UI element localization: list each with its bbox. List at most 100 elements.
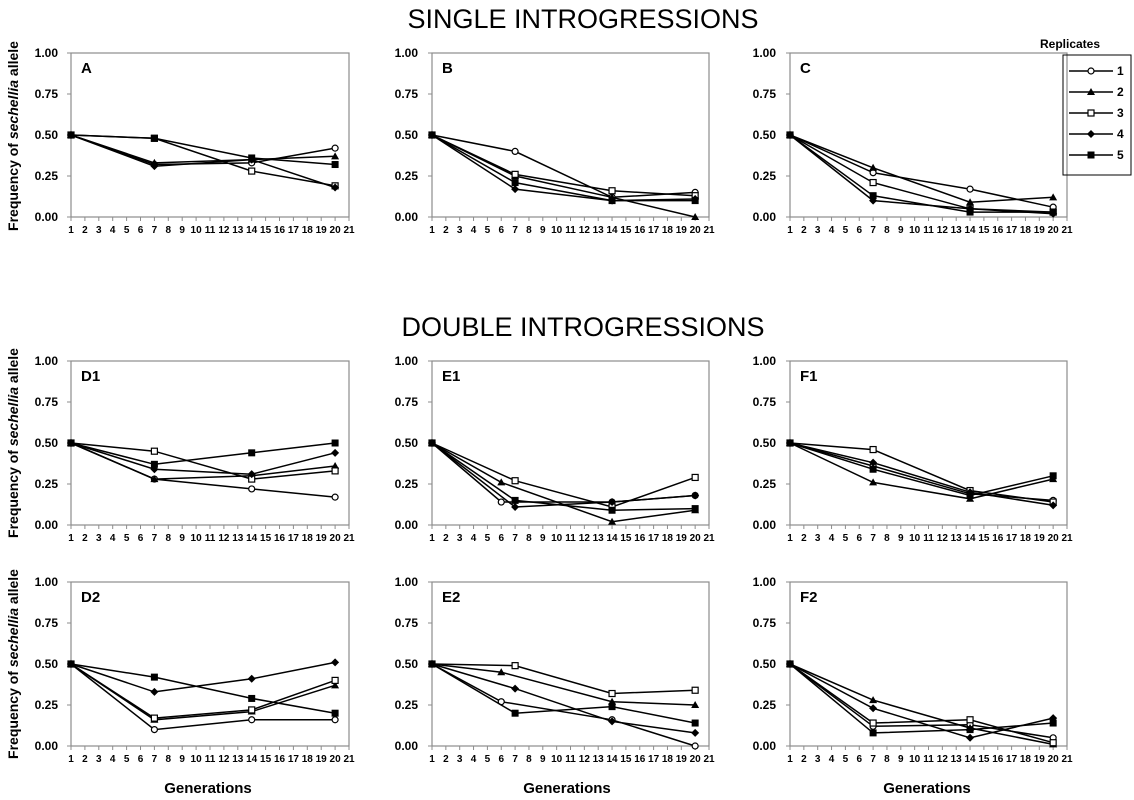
- x-tick-label-e1-19: 20: [690, 533, 702, 544]
- series-line-f2-4: [789, 663, 1054, 739]
- x-tick-label-f1-4: 5: [843, 533, 849, 544]
- x-tick-label-b-14: 15: [620, 225, 632, 236]
- x-tick-label-e2-13: 14: [606, 754, 618, 765]
- point-d2-s3-2: [248, 706, 256, 714]
- x-tick-label-f1-12: 13: [951, 533, 963, 544]
- x-tick-label-d1-10: 11: [205, 533, 216, 544]
- x-tick-label-e2-20: 21: [703, 754, 715, 765]
- y-tick-label-e2-4: 1.00: [395, 575, 419, 589]
- series-line-c-3: [789, 134, 1054, 213]
- point-d1-s4-3: [331, 448, 340, 457]
- y-tick-label-e2-3: 0.75: [395, 616, 419, 630]
- series-line-f2-5: [789, 663, 1054, 734]
- x-tick-label-f2-6: 7: [870, 754, 876, 765]
- series-e2-3: [428, 660, 699, 698]
- panel-c: C0.000.250.500.751.001 2 3 4 5 6 7 8 9 10 11 12 13 14…: [753, 46, 1073, 236]
- x-tick-label-d2-7: 8: [166, 754, 172, 765]
- point-f2-s5-3: [1049, 719, 1057, 727]
- x-tick-label-e2-18: 19: [676, 754, 688, 765]
- x-tick-label-d1-8: 9: [179, 533, 185, 544]
- point-a-s1-3: [331, 144, 339, 152]
- x-tick-label-c-8: 9: [898, 225, 904, 236]
- point-d2-s3-1: [150, 714, 158, 722]
- x-tick-label-a-13: 14: [246, 225, 258, 236]
- x-tick-label-e1-18: 19: [676, 533, 688, 544]
- x-tick-label-f1-18: 19: [1034, 533, 1046, 544]
- point-e1-s4-3: [691, 491, 700, 500]
- series-line-b-1: [431, 134, 696, 199]
- x-tick-label-a-6: 7: [152, 225, 158, 236]
- series-line-e1-3: [431, 442, 696, 508]
- point-c-s2-1: [869, 163, 878, 171]
- x-tick-label-d2-19: 20: [330, 754, 342, 765]
- y-tick-label-d1-0: 0.00: [35, 518, 59, 532]
- y-tick-label-f1-0: 0.00: [753, 518, 777, 532]
- y-tick-label-d1-3: 0.75: [35, 395, 59, 409]
- x-tick-label-a-19: 20: [330, 225, 342, 236]
- legend-label-5: 5: [1117, 148, 1124, 162]
- x-tick-label-e1-4: 5: [485, 533, 491, 544]
- y-axis-title-row2: Frequency of sechellia allele: [5, 348, 21, 538]
- x-tick-label-e2-10: 11: [565, 754, 576, 765]
- point-a-s5-0: [67, 131, 75, 139]
- x-tick-label-b-16: 17: [648, 225, 660, 236]
- series-line-d1-5: [70, 442, 336, 466]
- x-tick-label-d1-4: 5: [124, 533, 130, 544]
- x-tick-label-d1-14: 15: [260, 533, 272, 544]
- point-f2-s4-1: [869, 704, 878, 713]
- series-f1-4: [786, 439, 1058, 510]
- x-tick-label-d2-11: 12: [218, 754, 230, 765]
- point-e2-s5-0: [428, 660, 436, 668]
- legend-label-2: 2: [1117, 85, 1124, 99]
- x-tick-label-c-9: 10: [909, 225, 921, 236]
- x-tick-label-c-3: 4: [829, 225, 835, 236]
- point-a-s4-1: [150, 162, 159, 171]
- x-tick-label-e1-3: 4: [471, 533, 477, 544]
- y-axis-title-row3-part2: sechellia: [5, 608, 21, 667]
- point-d2-s4-1: [150, 687, 159, 696]
- x-tick-label-f2-5: 6: [856, 754, 862, 765]
- x-tick-label-b-18: 19: [676, 225, 688, 236]
- y-tick-label-b-0: 0.00: [395, 210, 419, 224]
- x-tick-label-d2-18: 19: [316, 754, 328, 765]
- y-tick-label-d1-4: 1.00: [35, 354, 59, 368]
- x-tick-label-f2-3: 4: [829, 754, 835, 765]
- point-e1-s4-2: [608, 498, 617, 507]
- x-tick-label-e1-6: 7: [512, 533, 518, 544]
- legend-marker-5: [1087, 151, 1095, 159]
- x-tick-label-b-19: 20: [690, 225, 702, 236]
- panel-d1: D10.000.250.500.751.001 2 3 4 5 6 7 8 9 10 11 12 13 1…: [35, 354, 355, 544]
- series-line-f1-1: [789, 442, 1054, 502]
- x-tick-label-a-15: 16: [274, 225, 286, 236]
- point-d2-s5-1: [150, 673, 158, 681]
- series-f2-4: [786, 660, 1058, 742]
- point-b-s1-1: [511, 147, 519, 155]
- panel-e1: E10.000.250.500.751.001 2 3 4 5 6 7 8 9 10 11 12 13 1…: [395, 354, 715, 544]
- x-tick-label-f2-8: 9: [898, 754, 904, 765]
- panel-label-c: C: [800, 60, 811, 77]
- y-tick-label-f1-2: 0.50: [753, 436, 777, 450]
- x-tick-label-e1-8: 9: [540, 533, 546, 544]
- series-d2-5: [67, 660, 339, 717]
- y-tick-label-e2-2: 0.50: [395, 657, 419, 671]
- point-d1-s5-0: [67, 439, 75, 447]
- x-tick-label-b-13: 14: [606, 225, 618, 236]
- x-axis-title-col2: Generations: [523, 780, 611, 797]
- x-tick-label-e2-5: 6: [498, 754, 504, 765]
- panel-label-e2: E2: [442, 589, 460, 606]
- series-line-d2-2: [70, 663, 336, 721]
- x-tick-label-e1-15: 16: [634, 533, 646, 544]
- x-tick-label-f2-13: 14: [964, 754, 976, 765]
- x-tick-label-f2-4: 5: [843, 754, 849, 765]
- series-line-a-1: [70, 134, 336, 166]
- y-tick-label-e2-1: 0.25: [395, 698, 419, 712]
- x-tick-label-d2-20: 21: [343, 754, 355, 765]
- point-a-s2-3: [331, 152, 340, 160]
- x-tick-label-f1-19: 20: [1048, 533, 1060, 544]
- x-tick-label-f2-20: 21: [1061, 754, 1073, 765]
- x-tick-label-a-11: 12: [218, 225, 230, 236]
- series-line-b-4: [431, 134, 696, 202]
- x-tick-label-e1-9: 10: [551, 533, 563, 544]
- y-tick-label-c-4: 1.00: [753, 46, 777, 60]
- y-tick-label-c-0: 0.00: [753, 210, 777, 224]
